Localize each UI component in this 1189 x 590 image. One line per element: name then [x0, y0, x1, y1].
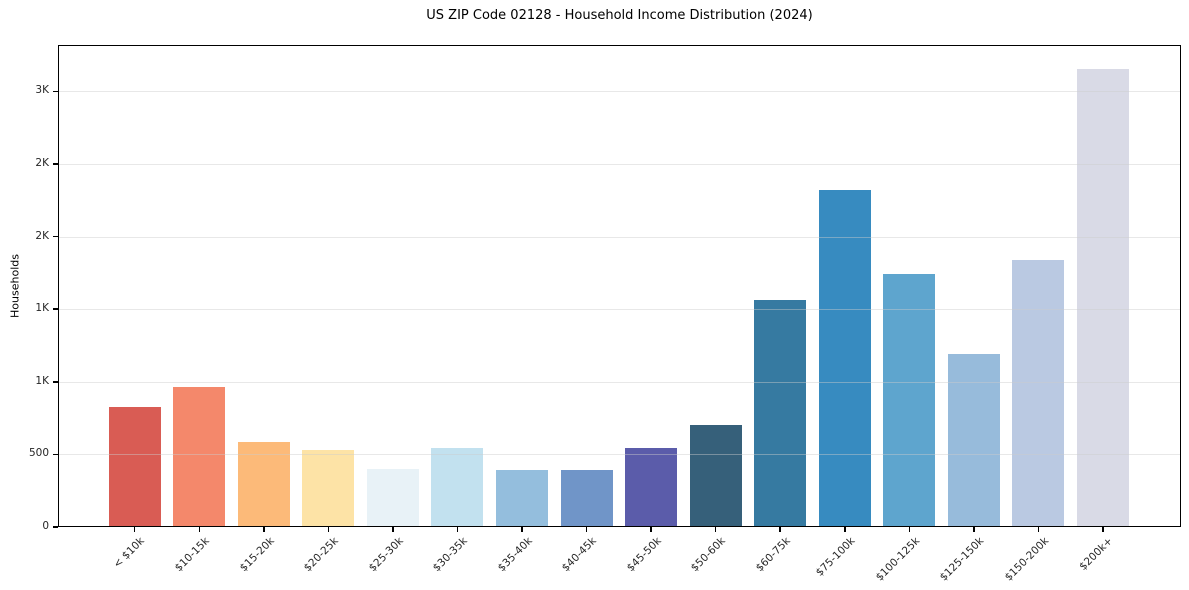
x-tick-mark	[327, 527, 330, 532]
x-tick-mark	[1102, 527, 1104, 532]
x-tick-mark	[973, 527, 975, 532]
bar-3	[237, 442, 290, 527]
x-tick-label-text: $35-40k	[495, 535, 535, 575]
chart-title: US ZIP Code 02128 - Household Income Dis…	[426, 8, 813, 23]
bar-9	[625, 448, 678, 527]
bar-15	[1012, 259, 1065, 527]
x-tick-label-text: $75-100k	[813, 535, 858, 579]
x-tick-label-text: $100-125k	[873, 535, 922, 584]
x-tick-mark	[779, 527, 781, 532]
bar-13	[883, 273, 936, 527]
gridline-3000	[58, 91, 1181, 93]
x-tick-mark	[714, 527, 717, 532]
gridline-2000	[58, 236, 1181, 238]
y-tick-label: 500	[28, 447, 49, 460]
x-tick-label-text: $40-45k	[559, 535, 600, 575]
bar-10	[689, 425, 742, 527]
bar-7	[496, 470, 548, 527]
x-tick-mark	[1037, 527, 1040, 532]
y-tick-label: 3K	[35, 84, 49, 97]
x-tick-mark	[844, 527, 846, 532]
y-tick-mark	[53, 526, 58, 528]
y-tick-label: 1K	[35, 374, 49, 387]
gridline-2500	[58, 164, 1181, 166]
y-tick-mark	[53, 235, 58, 238]
x-tick-mark	[263, 527, 265, 532]
y-tick-mark	[53, 90, 58, 93]
x-tick-mark	[456, 527, 459, 532]
y-tick-mark	[53, 308, 58, 310]
x-tick-label-text: $60-75k	[753, 535, 793, 575]
x-tick-mark	[585, 527, 588, 532]
x-tick-label-text: $10-15k	[172, 535, 212, 575]
y-tick-mark	[53, 381, 58, 383]
y-tick-label: 2K	[35, 229, 49, 242]
bar-4	[302, 449, 355, 527]
bar-14	[947, 354, 1000, 527]
bar-1	[108, 406, 161, 527]
gridline-1000	[58, 381, 1181, 383]
y-tick-mark	[53, 163, 58, 165]
bar-5	[366, 468, 419, 527]
bar-2	[173, 386, 226, 527]
x-tick-mark	[650, 527, 652, 532]
bar-16	[1076, 68, 1129, 527]
x-tick-label-text: $30-35k	[430, 535, 470, 575]
axes-frame	[58, 45, 1181, 527]
bar-12	[818, 190, 871, 527]
x-tick-label-text: $50-60k	[689, 535, 729, 575]
x-tick-mark	[198, 527, 200, 532]
x-tick-label-text: $25-30k	[366, 535, 406, 575]
x-tick-label-text: $125-150k	[937, 535, 987, 584]
bar-11	[754, 299, 807, 527]
x-tick-label-text: $45-50k	[624, 535, 664, 575]
x-tick-label-text: < $10k	[111, 535, 148, 571]
y-tick-label: 2K	[35, 157, 49, 170]
x-tick-label-text: $20-25k	[301, 535, 341, 575]
x-tick-label-text: $15-20k	[237, 535, 277, 575]
y-tick-mark	[53, 453, 58, 456]
gridline-1500	[58, 309, 1181, 311]
x-tick-mark	[908, 527, 911, 532]
x-tick-label-text: $200k+	[1077, 535, 1116, 573]
x-tick-mark	[521, 527, 523, 532]
bar-6	[431, 448, 484, 527]
x-tick-mark	[392, 527, 394, 532]
y-tick-label: 1K	[35, 302, 49, 315]
x-tick-label-text: $150-200k	[1002, 535, 1051, 584]
x-tick-mark	[133, 527, 136, 532]
bar-8	[560, 469, 613, 527]
y-tick-label: 0	[42, 520, 49, 532]
gridline-500	[58, 454, 1181, 456]
